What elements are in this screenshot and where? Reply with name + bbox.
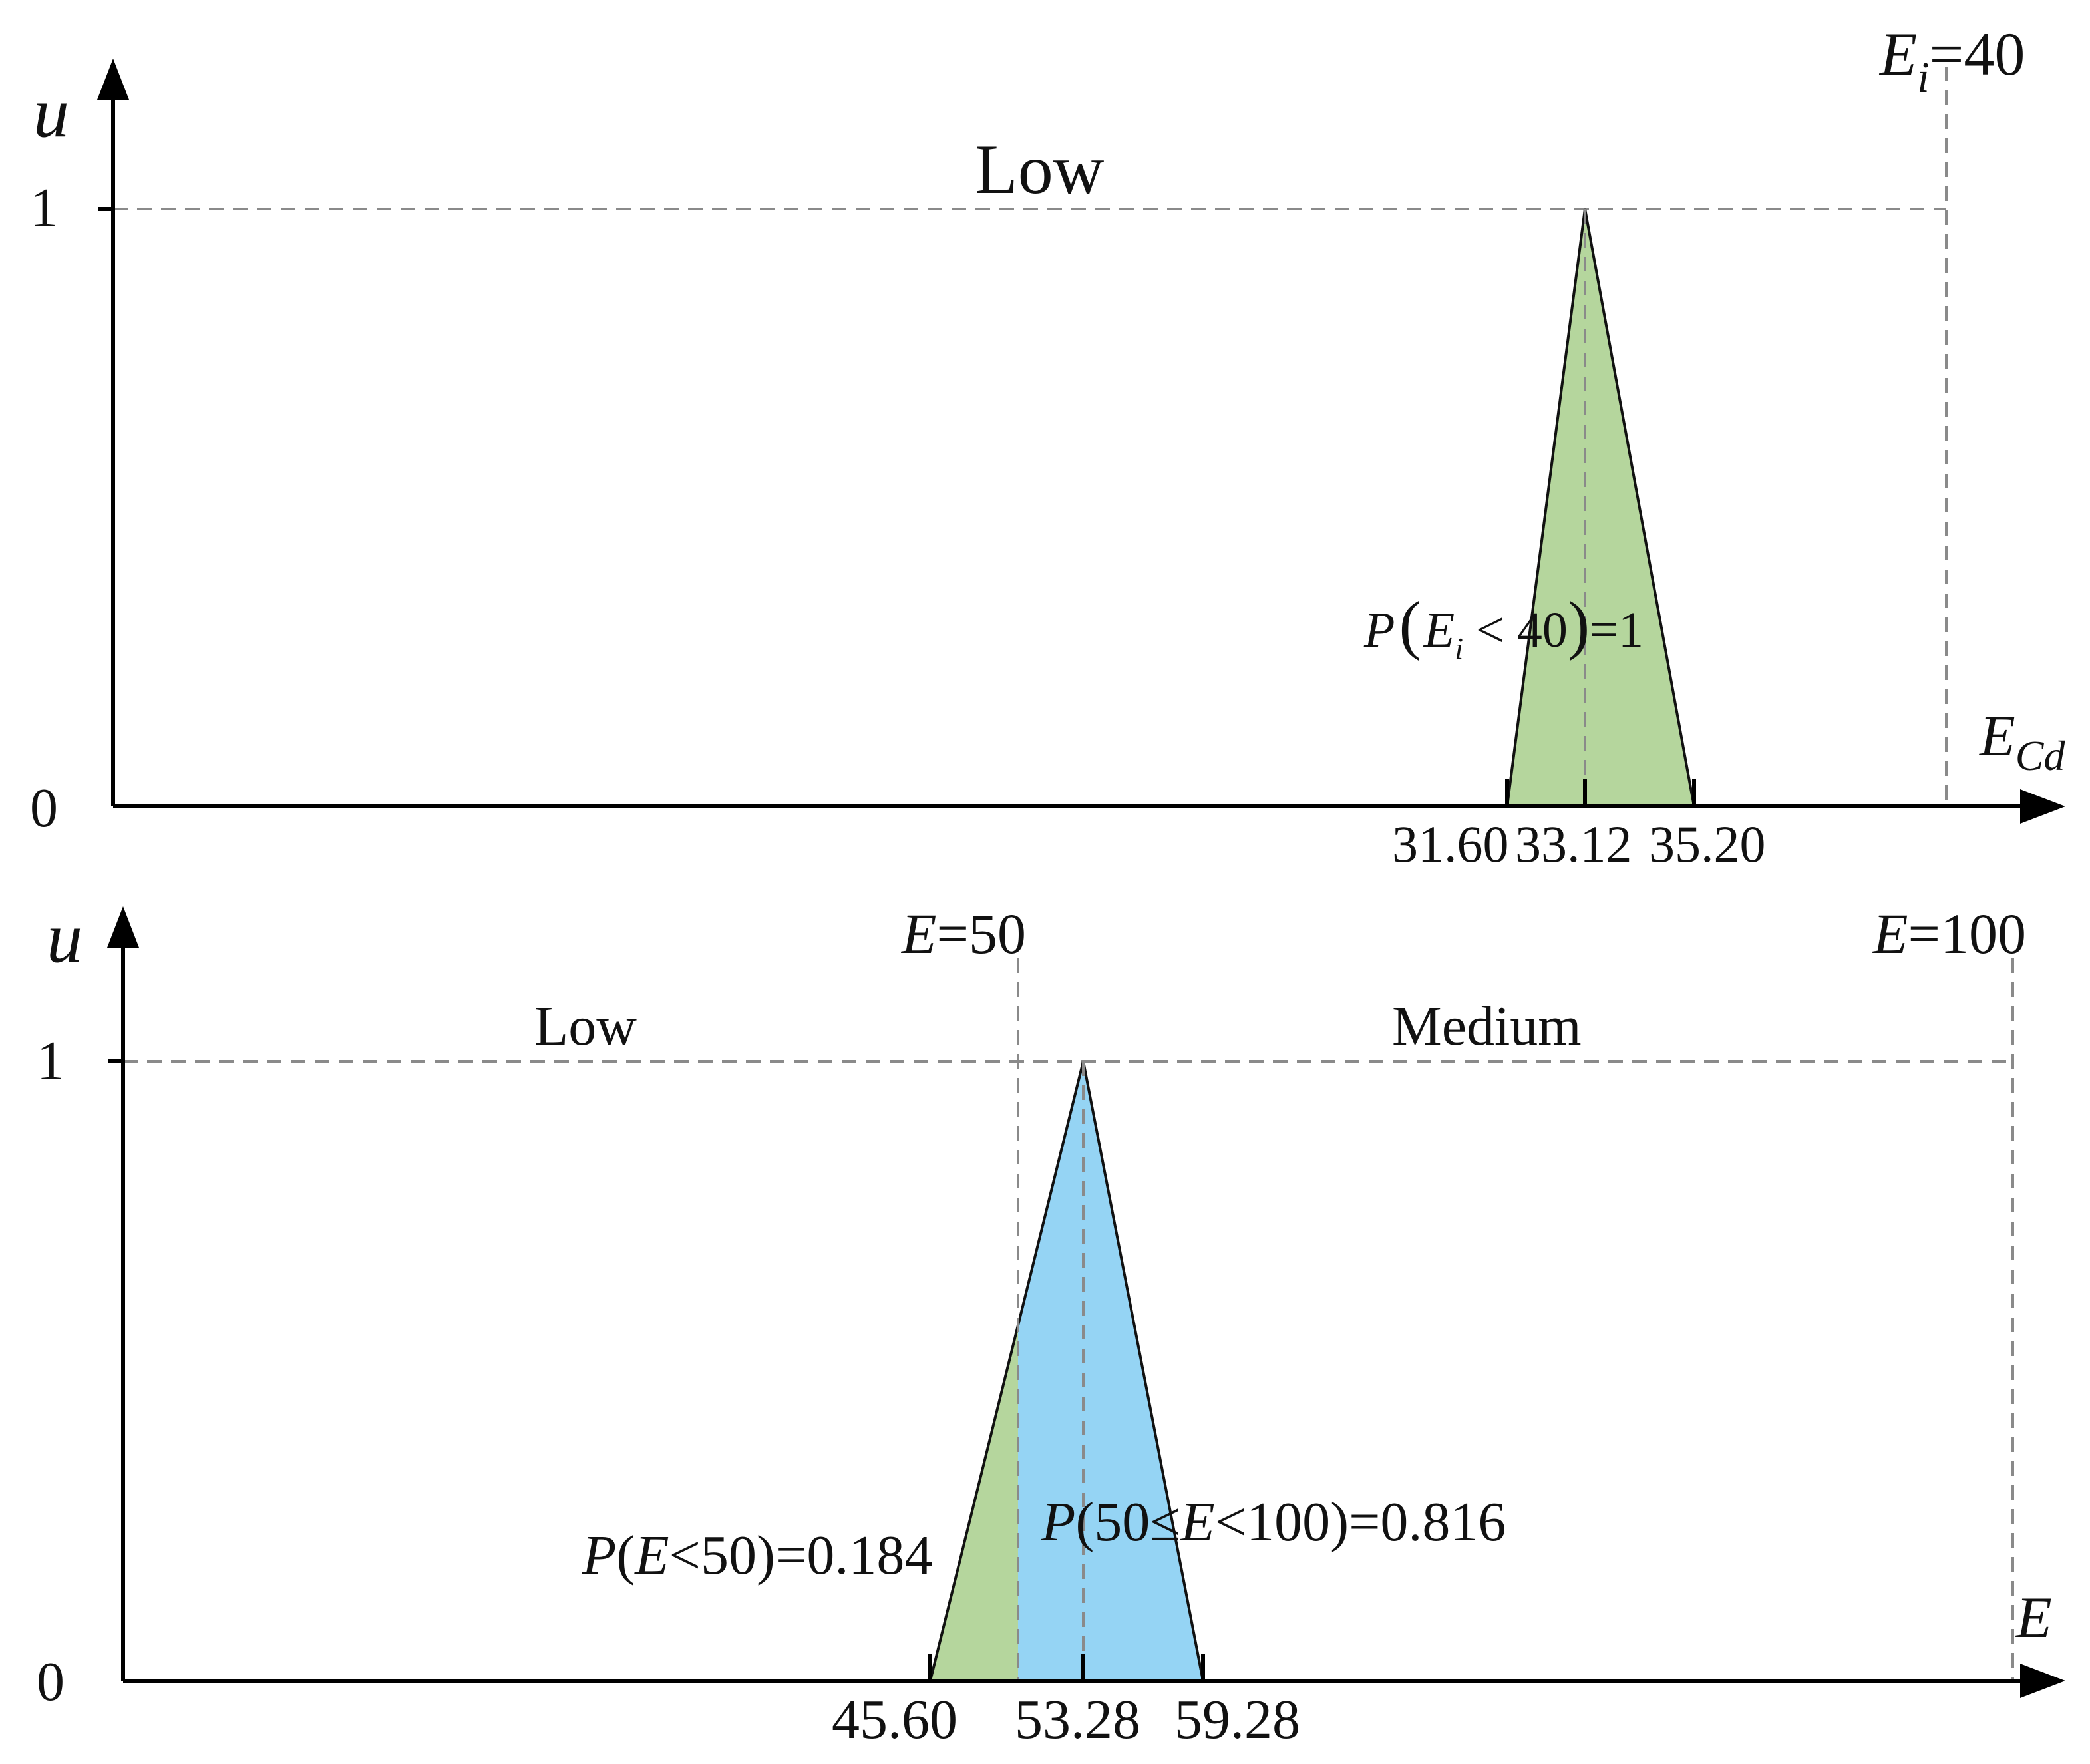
bottom-probability-medium: P(50≤E<100)=0.816 [1041,1491,1506,1553]
top-prob-rest: < 40 [1463,602,1568,658]
bottom-region-label-low: Low [534,995,637,1057]
bottom-threshold-100-rest: =100 [1908,902,2027,966]
top-y-axis-label: u [33,73,69,152]
bottom-medium-area [1018,1061,1203,1681]
bottom-threshold-label-100: E=100 [1872,902,2026,966]
top-tick-label-31-60: 31.60 [1392,815,1509,873]
top-x-arrow [2020,789,2065,824]
bottom-y-tick-label-1: 1 [37,1030,65,1092]
top-prob-sub: i [1455,631,1463,665]
bottom-x-axis-label: E [2015,1586,2052,1650]
bottom-prob-low-var: E [634,1524,669,1586]
bottom-prob-med-rest: <100) [1215,1491,1349,1553]
bottom-threshold-label-50: E=50 [900,902,1026,966]
bottom-tick-label-59-28: 59.28 [1174,1689,1300,1751]
top-x-axis-label: ECd [1978,704,2065,779]
bottom-region-label-medium: Medium [1392,995,1582,1057]
bottom-y-tick-label-0: 0 [37,1651,65,1713]
bottom-tick-label-53-28: 53.28 [1015,1689,1140,1751]
bottom-prob-med-var: E [1180,1491,1214,1553]
top-prob-value: =1 [1590,602,1644,658]
bottom-x-arrow [2020,1664,2065,1698]
top-probability-label: P(Ei < 40)=1 [1363,588,1644,665]
top-x-axis-var: E [1978,704,2015,769]
bottom-y-axis-label: u [47,898,83,977]
bottom-probability-low: P(E<50)=0.184 [582,1524,932,1586]
top-prob-close: ) [1568,588,1590,661]
top-membership-triangle [1507,209,1694,806]
bottom-prob-med-p: P [1041,1491,1075,1553]
bottom-prob-med-value: =0.816 [1349,1491,1506,1553]
top-prob-var: E [1423,602,1455,658]
top-prob-open: ( [1399,588,1421,661]
top-threshold-rest: =40 [1930,20,2025,88]
top-y-tick-label-1: 1 [30,177,58,239]
bottom-prob-low-rest: <50) [669,1524,775,1586]
top-threshold-label: Ei=40 [1878,20,2025,102]
bottom-prob-low-p: P [582,1524,616,1586]
bottom-threshold-100-var: E [1872,902,1908,966]
bottom-threshold-50-rest: =50 [937,902,1027,966]
bottom-prob-med-open: (50≤ [1075,1491,1180,1553]
top-tick-label-35-20: 35.20 [1649,815,1766,873]
top-tick-label-33-12: 33.12 [1515,815,1632,873]
bottom-threshold-50-var: E [900,902,937,966]
bottom-panel: u 1 0 Low Medium E=50 E=100 E 45.60 53.2… [37,898,2065,1751]
top-x-axis-sub: Cd [2015,732,2066,779]
bottom-prob-low-value: =0.184 [775,1524,932,1586]
top-threshold-var: E [1878,20,1917,88]
top-panel: u 1 0 Low Ei=40 ECd 31.60 33.12 35.20 P(… [30,20,2065,873]
bottom-prob-low-open: ( [616,1524,635,1586]
bottom-tick-label-45-60: 45.60 [832,1689,958,1751]
top-threshold-sub: i [1917,53,1929,102]
top-y-arrow [97,59,129,100]
top-y-tick-label-0: 0 [30,777,58,839]
top-prob-p: P [1363,602,1395,658]
top-region-label-low: Low [975,130,1105,208]
bottom-y-arrow [107,906,139,948]
